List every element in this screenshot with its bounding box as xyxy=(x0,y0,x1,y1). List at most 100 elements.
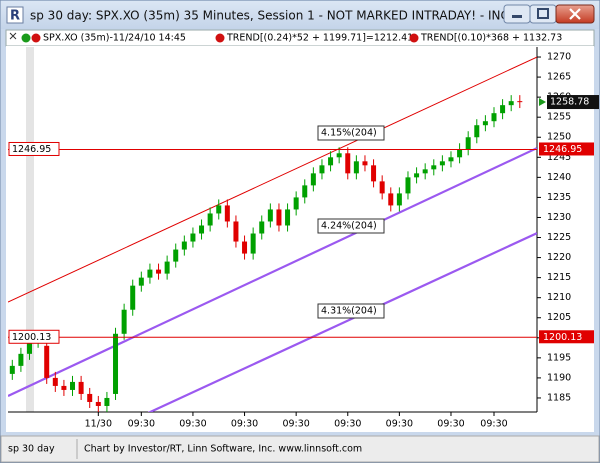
candle-body xyxy=(190,233,196,242)
y-tick-label: 1185 xyxy=(547,392,571,403)
trend-line xyxy=(8,56,537,303)
y-tick-label: 1255 xyxy=(547,112,571,123)
x-tick-label: 09:30 xyxy=(386,419,413,430)
app-icon xyxy=(6,6,24,24)
candle-body xyxy=(371,165,377,182)
candle-body xyxy=(491,113,497,122)
plot xyxy=(8,56,537,412)
y-tick-label: 1235 xyxy=(547,192,571,203)
session-band xyxy=(26,47,34,412)
legend-dot xyxy=(21,33,31,43)
minimize-button[interactable] xyxy=(503,4,531,24)
chart-area xyxy=(6,46,594,432)
annotation: 4.31%(204) xyxy=(321,306,377,317)
x-tick-label: 09:30 xyxy=(437,419,464,430)
x-tick-label: 09:30 xyxy=(282,419,309,430)
y-tick-label: 1265 xyxy=(547,72,571,83)
candle-body xyxy=(156,269,162,274)
candle-body xyxy=(302,185,308,198)
y-tick-label: 1245 xyxy=(547,152,571,163)
candle-body xyxy=(439,161,445,166)
level-axis-box xyxy=(539,330,594,344)
y-tick-label: 1225 xyxy=(547,232,571,243)
legend-item[interactable]: SPX.XO (35m)-11/24/10 14:45 xyxy=(43,33,186,44)
candle-body xyxy=(414,173,420,178)
candle-body xyxy=(216,205,222,214)
y-tick-label: 1270 xyxy=(547,52,571,63)
candle-body xyxy=(500,105,506,114)
app-icon-letter: R xyxy=(10,9,20,24)
level-label-box xyxy=(8,141,60,156)
legend-dot xyxy=(409,33,419,43)
price-marker xyxy=(539,98,546,107)
candle-body xyxy=(207,213,213,226)
level-axis-label: 1246.95 xyxy=(543,144,582,155)
status-bar xyxy=(0,435,600,463)
candle-body xyxy=(250,233,256,254)
candle-body xyxy=(345,153,351,174)
maximize-button[interactable] xyxy=(529,4,557,24)
candle-body xyxy=(181,241,187,250)
y-tick-label: 1210 xyxy=(547,292,571,303)
candle-body xyxy=(52,377,58,386)
level-axis-label: 1200.13 xyxy=(543,332,582,343)
candle-body xyxy=(465,137,471,150)
candle-body xyxy=(44,345,50,378)
candle-body xyxy=(233,221,239,242)
x-tick-label: 09:30 xyxy=(231,419,258,430)
candle-body xyxy=(293,197,299,210)
candle-body xyxy=(259,221,265,234)
legend-close[interactable] xyxy=(9,32,17,40)
candle-body xyxy=(276,209,282,226)
y-tick-label: 1230 xyxy=(547,212,571,223)
y-tick-label: 1215 xyxy=(547,272,571,283)
candle-body xyxy=(379,181,385,194)
annotation: 4.15%(204) xyxy=(321,128,377,139)
title-bar xyxy=(1,1,599,29)
candle-body xyxy=(457,149,463,158)
candle-body xyxy=(328,157,334,166)
candle-body xyxy=(319,165,325,174)
candle-body xyxy=(242,241,248,254)
y-tick-label: 1205 xyxy=(547,312,571,323)
legend-item[interactable]: TREND[(0.10)*368 + 1132.73 xyxy=(420,33,562,44)
candle-body xyxy=(147,269,153,278)
candle-body xyxy=(104,397,110,406)
y-tick-label: 1190 xyxy=(547,372,571,383)
maximize-icon xyxy=(537,8,549,19)
legend-item[interactable]: TREND[(0.24)*52 + 1199.71]=1212.41 xyxy=(226,33,413,44)
candle-body xyxy=(388,193,394,206)
y-tick-label: 1195 xyxy=(547,352,571,363)
candle-body xyxy=(310,173,316,186)
candle-body xyxy=(130,285,136,310)
x-tick-label: 09:30 xyxy=(128,419,155,430)
close-icon xyxy=(569,8,581,20)
trend-line xyxy=(8,147,537,397)
candle-body xyxy=(396,193,402,206)
candle-body xyxy=(27,341,33,354)
candle-body xyxy=(95,401,101,406)
candle-body xyxy=(87,393,93,402)
last-price-label: 1258.78 xyxy=(550,97,589,108)
trend-line xyxy=(147,232,537,412)
minimize-icon xyxy=(512,15,522,18)
candle-body xyxy=(267,209,273,222)
candle-body xyxy=(482,121,488,126)
candle-body xyxy=(353,161,359,174)
status-left: sp 30 day xyxy=(8,444,55,455)
candle-body xyxy=(336,153,342,158)
candle-body xyxy=(164,261,170,274)
y-tick-label: 1220 xyxy=(547,252,571,263)
window-title: sp 30 day: SPX.XO (35m) 35 Minutes, Sess… xyxy=(30,9,520,23)
candle-body xyxy=(362,161,368,166)
x-tick-label: 11/30 xyxy=(85,419,112,430)
window-controls xyxy=(503,4,595,24)
annotation: 4.24%(204) xyxy=(321,221,377,232)
candle-body xyxy=(422,169,428,174)
candle-body xyxy=(405,177,411,194)
y-tick-label: 1250 xyxy=(547,132,571,143)
candle-body xyxy=(61,385,67,390)
candle-body xyxy=(78,381,84,394)
annotation-box xyxy=(317,125,385,141)
